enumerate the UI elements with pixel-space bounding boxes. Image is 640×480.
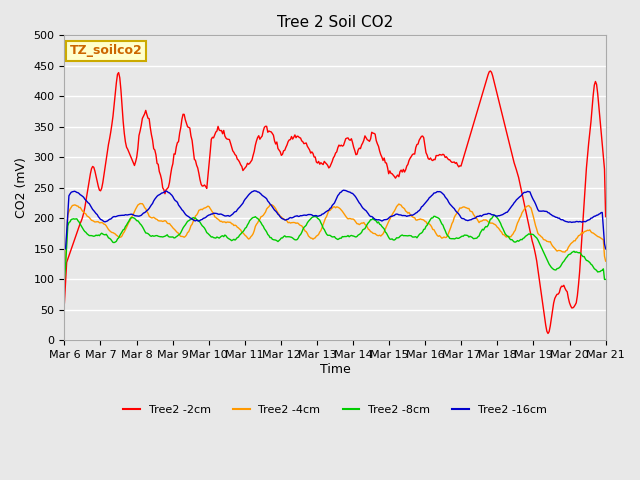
Tree2 -16cm bbox=[229, 211, 237, 217]
Tree2 -2cm bbox=[486, 68, 494, 74]
Legend: Tree2 -2cm, Tree2 -4cm, Tree2 -8cm, Tree2 -16cm: Tree2 -2cm, Tree2 -4cm, Tree2 -8cm, Tree… bbox=[118, 401, 551, 420]
Text: TZ_soilco2: TZ_soilco2 bbox=[70, 45, 143, 58]
Tree2 -2cm bbox=[289, 136, 296, 142]
Tree2 -8cm bbox=[229, 237, 237, 243]
Tree2 -16cm bbox=[61, 246, 68, 252]
Title: Tree 2 Soil CO2: Tree 2 Soil CO2 bbox=[277, 15, 393, 30]
Tree2 -2cm bbox=[229, 148, 237, 154]
Tree2 -16cm bbox=[390, 213, 398, 218]
Tree2 -8cm bbox=[289, 235, 296, 241]
Tree2 -8cm bbox=[364, 221, 371, 227]
Y-axis label: CO2 (mV): CO2 (mV) bbox=[15, 157, 28, 218]
Tree2 -2cm bbox=[458, 159, 466, 165]
Tree2 -8cm bbox=[458, 233, 466, 239]
Tree2 -2cm bbox=[554, 291, 562, 297]
Tree2 -4cm bbox=[136, 201, 144, 206]
Tree2 -4cm bbox=[290, 219, 298, 225]
Tree2 -2cm bbox=[544, 331, 552, 336]
Line: Tree2 -4cm: Tree2 -4cm bbox=[65, 204, 605, 261]
Tree2 -2cm bbox=[389, 172, 397, 178]
Tree2 -4cm bbox=[365, 227, 372, 232]
Tree2 -2cm bbox=[602, 214, 609, 219]
X-axis label: Time: Time bbox=[319, 363, 350, 376]
Tree2 -8cm bbox=[389, 237, 397, 243]
Tree2 -8cm bbox=[490, 212, 498, 218]
Tree2 -16cm bbox=[460, 216, 467, 221]
Tree2 -2cm bbox=[61, 300, 68, 306]
Tree2 -4cm bbox=[61, 258, 68, 264]
Tree2 -4cm bbox=[390, 208, 398, 214]
Tree2 -4cm bbox=[460, 204, 467, 210]
Tree2 -4cm bbox=[602, 258, 609, 264]
Tree2 -16cm bbox=[365, 211, 372, 216]
Tree2 -8cm bbox=[602, 276, 609, 282]
Line: Tree2 -2cm: Tree2 -2cm bbox=[65, 71, 605, 334]
Tree2 -16cm bbox=[602, 246, 609, 252]
Tree2 -16cm bbox=[340, 187, 348, 193]
Tree2 -4cm bbox=[230, 223, 237, 228]
Tree2 -4cm bbox=[553, 248, 561, 254]
Line: Tree2 -8cm: Tree2 -8cm bbox=[65, 215, 605, 279]
Tree2 -16cm bbox=[553, 215, 561, 220]
Tree2 -16cm bbox=[289, 215, 296, 220]
Tree2 -8cm bbox=[553, 266, 561, 272]
Tree2 -8cm bbox=[61, 276, 68, 282]
Line: Tree2 -16cm: Tree2 -16cm bbox=[65, 190, 605, 249]
Tree2 -2cm bbox=[364, 137, 371, 143]
